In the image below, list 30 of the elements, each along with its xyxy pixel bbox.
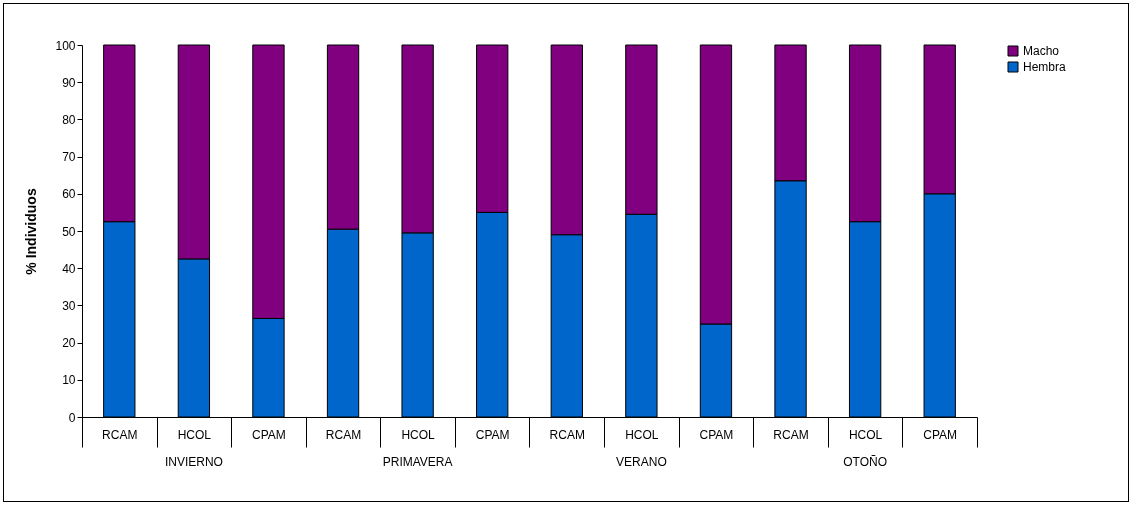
x-tick-label: HCOL	[625, 427, 659, 442]
y-tick-label: 0	[68, 410, 76, 425]
x-tick-label: CPAM	[252, 427, 286, 442]
text: PRIMAVERA	[382, 455, 453, 469]
x-tick-label: HCOL	[177, 427, 212, 442]
x-tick-label: CPAM	[699, 427, 734, 442]
text: INVIERNO	[164, 455, 223, 469]
legend-label: Macho	[1023, 44, 1060, 58]
x-tick-label: HCOL	[401, 427, 436, 442]
y-tick-label: 90	[62, 75, 76, 90]
x-tick-label: HCOL	[848, 427, 883, 442]
x-tick-label: CPAM	[475, 427, 510, 442]
y-tick-label: 80	[62, 112, 76, 127]
y-tick-label: 10	[62, 373, 76, 388]
x-tick-label: RCAM	[549, 427, 585, 442]
legend-label: Hembra	[1023, 60, 1067, 74]
y-axis-title: % Individuos	[23, 188, 40, 275]
y-tick-label: 30	[62, 298, 76, 313]
y-tick-label: 40	[62, 261, 76, 276]
x-tick-label: RCAM	[773, 427, 809, 442]
x-tick-label: CPAM	[923, 427, 958, 442]
y-tick-label: 60	[62, 187, 76, 202]
text: OTOÑO	[843, 455, 888, 469]
y-tick-label: 100	[55, 38, 76, 53]
text: VERANO	[616, 455, 667, 469]
y-tick-label: 50	[62, 224, 76, 239]
y-tick-label: 20	[62, 336, 76, 351]
x-tick-label: RCAM	[325, 427, 362, 442]
x-tick-label: RCAM	[102, 427, 138, 442]
y-tick-label: 70	[62, 150, 76, 165]
